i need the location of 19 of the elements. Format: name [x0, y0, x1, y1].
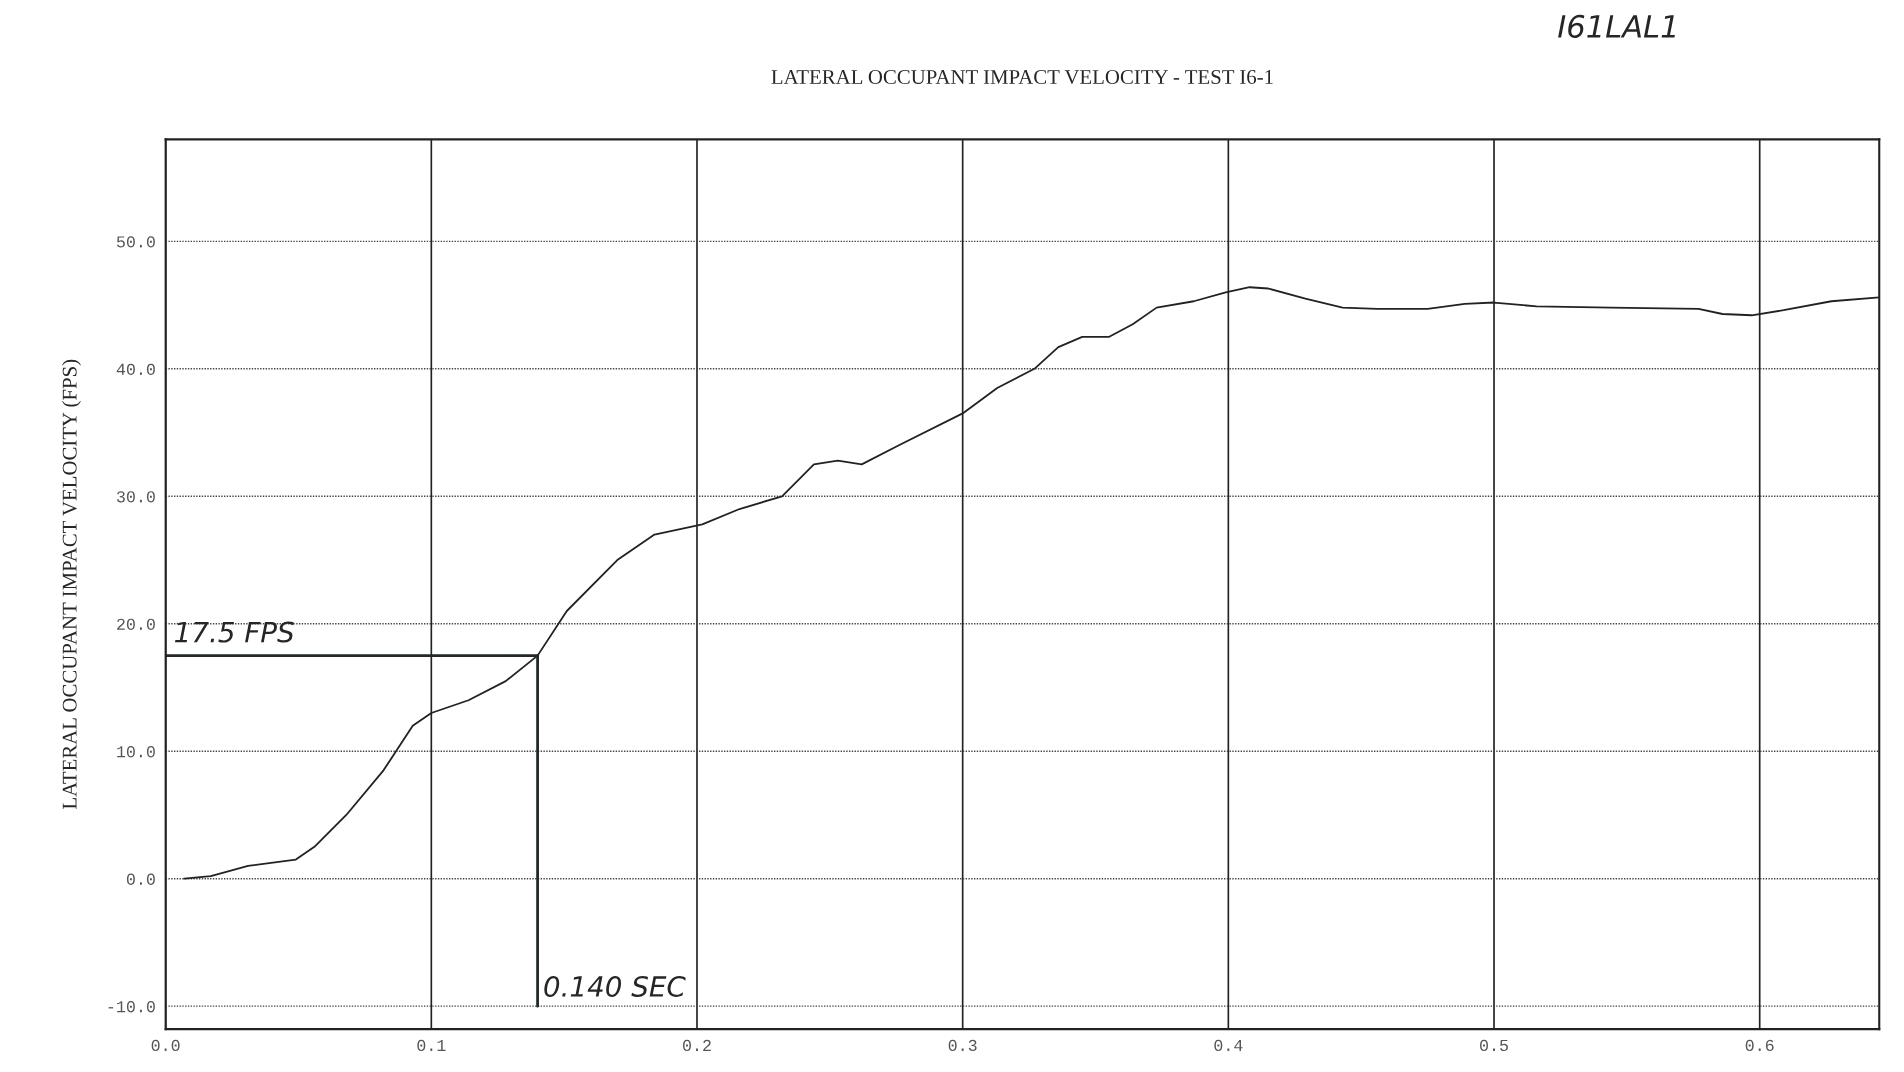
text: I61LAL1 [1558, 14, 1675, 38]
y-tick-label: 10.0 [117, 746, 155, 758]
x-tick-label: 0.6 [1745, 1039, 1774, 1052]
y-tick-label: 40.0 [116, 363, 155, 376]
y-tick-label: 0.0 [126, 873, 155, 885]
x-tick-label: 0.0 [151, 1039, 180, 1052]
x-tick-label: 0.3 [948, 1039, 977, 1052]
y-axis-title: LATERAL OCCUPANT IMPACT VELOCITY (FPS) [62, 359, 81, 809]
x-tick-label: 0.5 [1480, 1039, 1508, 1052]
x-tick-label: 0.1 [417, 1039, 446, 1052]
ref-line-label: 0.140 SEC [544, 975, 686, 997]
x-tick-label: 0.2 [683, 1039, 711, 1052]
y-tick-label: 20.0 [117, 618, 155, 630]
chart-title: LATERAL OCCUPANT IMPACT VELOCITY - TEST I6-1 [771, 70, 1273, 85]
x-tick-label: 0.4 [1214, 1039, 1243, 1052]
y-tick-label: 30.0 [116, 491, 155, 503]
y-tick-label: 50.0 [116, 236, 155, 248]
ref-line-label: 17.5 FPS [174, 621, 294, 643]
y-tick-label: -10.0 [108, 1001, 155, 1013]
